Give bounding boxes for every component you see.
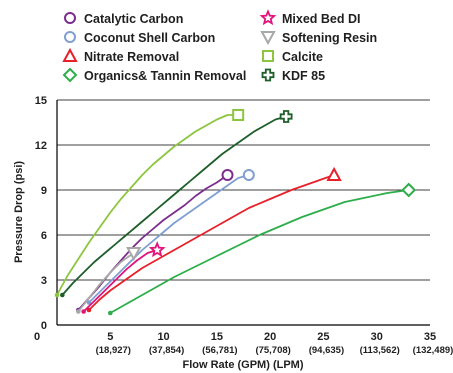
legend-marker (262, 50, 274, 62)
series-line (56, 114, 239, 296)
legend-label: Coconut Shell Carbon (84, 31, 215, 45)
y-tick-label: 3 (41, 275, 47, 287)
x-tick-label: 5 (107, 331, 113, 343)
x-tick-label-lpm: (18,927) (96, 345, 131, 356)
series-end-marker (232, 109, 245, 121)
series-line (88, 174, 335, 311)
legend-label: Mixed Bed DI (282, 12, 361, 26)
legend-item: Calcite (262, 50, 323, 64)
x-tick-label-lpm: (56,781) (202, 345, 237, 356)
series-end-marker (242, 169, 255, 181)
legend-item: Softening Resin (260, 31, 377, 46)
legend-label: Nitrate Removal (84, 50, 179, 64)
y-tick-label: 9 (41, 185, 47, 197)
y-tick-label: 6 (41, 230, 47, 242)
x-axis-title: Flow Rate (GPM) (LPM) (183, 359, 304, 371)
legend-marker (259, 9, 277, 26)
series-line (109, 189, 409, 314)
series-start-point (107, 310, 113, 316)
x-tick-label-lpm: (75,708) (255, 345, 290, 356)
legend-item: Mixed Bed DI (259, 9, 361, 26)
x-tick-label: 0 (34, 331, 40, 343)
series-end-marker (126, 247, 142, 262)
legend-marker (261, 68, 275, 82)
legend-label: Organics& Tannin Removal (84, 69, 246, 83)
series-end-marker (279, 110, 293, 123)
series-markers (126, 109, 417, 262)
series-end-marker (221, 169, 234, 181)
legend-marker (64, 12, 76, 24)
x-tick-label-lpm: (113,562) (360, 345, 400, 356)
series-end-marker (401, 182, 417, 198)
series-line (77, 252, 135, 313)
series-start-point (76, 309, 81, 314)
legend-marker (64, 31, 76, 43)
series-start-point (60, 292, 65, 298)
legend-label: Softening Resin (282, 31, 377, 45)
series-start-point (54, 292, 60, 298)
series-start-point (86, 300, 92, 305)
legend-item: Coconut Shell Carbon (64, 31, 215, 45)
series-end-marker (326, 166, 342, 181)
series-line (88, 174, 250, 304)
x-tick-label: 30 (371, 331, 383, 343)
x-tick-label: 35 (424, 331, 436, 343)
x-tick-label: 25 (317, 331, 329, 343)
y-tick-labels: 0 3 6 9 12 15 (35, 95, 47, 332)
legend: Catalytic Carbon Coconut Shell Carbon Nitr… (62, 9, 377, 83)
legend-label: KDF 85 (282, 69, 325, 83)
y-tick-label: 12 (35, 140, 47, 152)
legend-item: Catalytic Carbon (64, 12, 183, 26)
x-tick-label-lpm: (94,635) (309, 345, 344, 356)
series-line (61, 115, 287, 296)
series-start-point (81, 309, 86, 314)
y-tick-label: 15 (35, 95, 47, 107)
legend-label: Catalytic Carbon (84, 12, 183, 26)
x-tick-label-lpm: (37,854) (149, 345, 184, 356)
x-tick-label: 10 (157, 331, 169, 343)
legend-item: Organics& Tannin Removal (62, 67, 246, 83)
legend-item: Nitrate Removal (62, 47, 179, 64)
x-tick-labels: 0 5 10 15 20 25 30 35 (18,927) (37,854) (56,781) (7… (34, 331, 453, 356)
legend-label: Calcite (282, 50, 323, 64)
series-lines (54, 114, 409, 316)
gridlines (57, 99, 430, 281)
series-end-marker (148, 241, 166, 258)
legend-item: KDF 85 (261, 68, 325, 83)
x-tick-label: 20 (264, 331, 276, 343)
legend-marker (62, 47, 78, 62)
series-line (83, 249, 158, 313)
y-axis-title: Pressure Drop (psi) (13, 161, 25, 263)
x-tick-label-lpm: (132,489) (413, 345, 453, 356)
legend-marker (62, 67, 78, 83)
legend-marker (260, 31, 276, 46)
axes (56, 100, 430, 326)
y-tick-label: 0 (41, 320, 47, 332)
x-tick-label: 15 (211, 331, 223, 343)
series-start-point (86, 307, 92, 313)
